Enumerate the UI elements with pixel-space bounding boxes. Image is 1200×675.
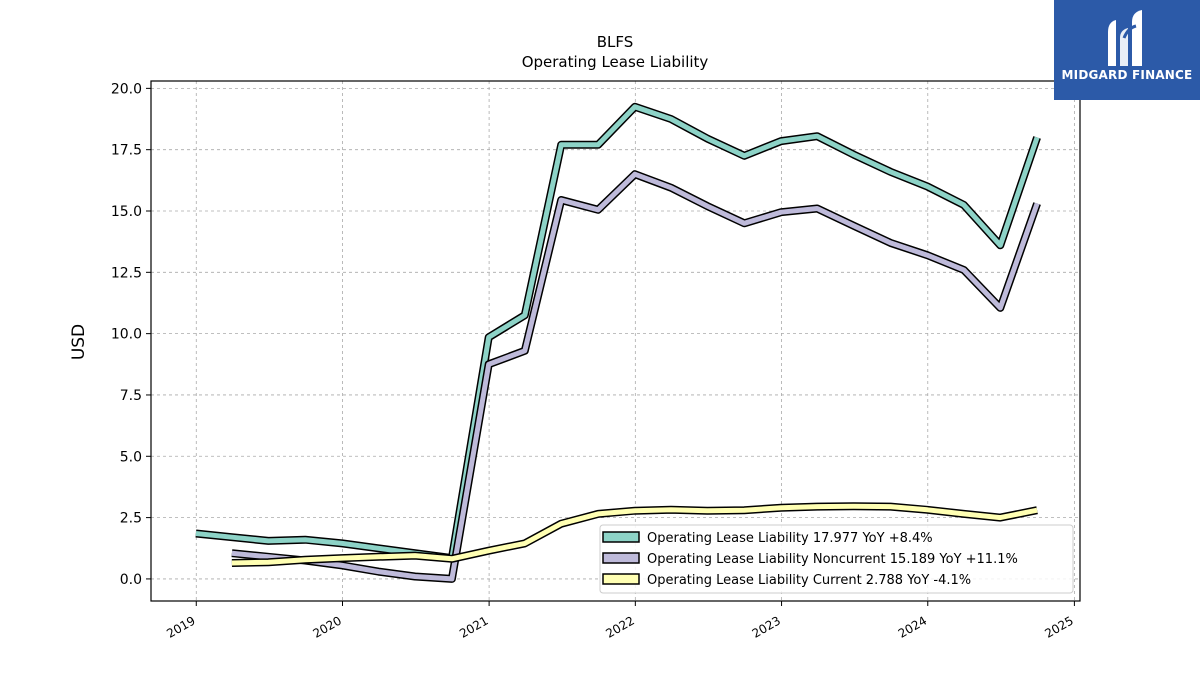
series-line-0 — [195, 104, 1040, 561]
legend-swatch-1 — [602, 552, 640, 564]
x-tick-label: 2022 — [603, 613, 636, 640]
series-layer — [195, 102, 1041, 583]
x-tick-label: 2021 — [457, 613, 490, 640]
x-tick-label: 2024 — [896, 613, 929, 640]
grid-lines — [151, 81, 1080, 601]
chart-title: BLFS — [597, 33, 634, 51]
legend-box — [599, 524, 1074, 594]
x-tick-label: 2019 — [164, 613, 197, 640]
y-tick-label: 15.0 — [111, 204, 142, 220]
x-tick-label: 2025 — [1042, 613, 1075, 640]
x-axis: 2019 2020 2021 2022 2023 2024 2025 — [164, 601, 1076, 641]
chart-subtitle: Operating Lease Liability — [522, 53, 709, 71]
x-tick-label: 2020 — [311, 613, 344, 640]
legend-entry-1: Operating Lease Liability Noncurrent 15.… — [647, 552, 1018, 567]
series-line-outline-0 — [195, 102, 1041, 563]
brand-logo: MIDGARD FINANCE — [1054, 0, 1200, 100]
legend-swatch-0 — [602, 531, 640, 543]
y-tick-label: 5.0 — [120, 449, 142, 465]
y-tick-label: 0.0 — [120, 572, 142, 588]
y-tick-label: 2.5 — [120, 511, 142, 527]
series-line-1 — [231, 171, 1040, 582]
y-axis-label: USD — [69, 324, 89, 360]
legend-entry-0: Operating Lease Liability 17.977 YoY +8.… — [647, 531, 933, 546]
plot-frame — [150, 80, 1081, 602]
legend-entry-2: Operating Lease Liability Current 2.788 … — [647, 573, 971, 588]
brand-name: MIDGARD FINANCE — [1061, 68, 1193, 82]
midgard-logo-icon — [1108, 10, 1142, 66]
series-line-outline-1 — [231, 170, 1041, 583]
legend-swatch-2 — [602, 573, 640, 585]
legend: Operating Lease Liability 17.977 YoY +8.… — [599, 524, 1074, 594]
series-line-2 — [231, 503, 1038, 566]
y-tick-label: 12.5 — [111, 265, 142, 281]
y-tick-label: 10.0 — [111, 327, 142, 343]
y-tick-label: 7.5 — [120, 388, 142, 404]
x-tick-label: 2023 — [750, 613, 783, 640]
y-tick-label: 20.0 — [111, 81, 142, 97]
y-axis: 0.0 2.5 5.0 7.5 10.0 12.5 15.0 17.5 20.0 — [111, 81, 151, 588]
y-tick-label: 17.5 — [111, 143, 142, 159]
